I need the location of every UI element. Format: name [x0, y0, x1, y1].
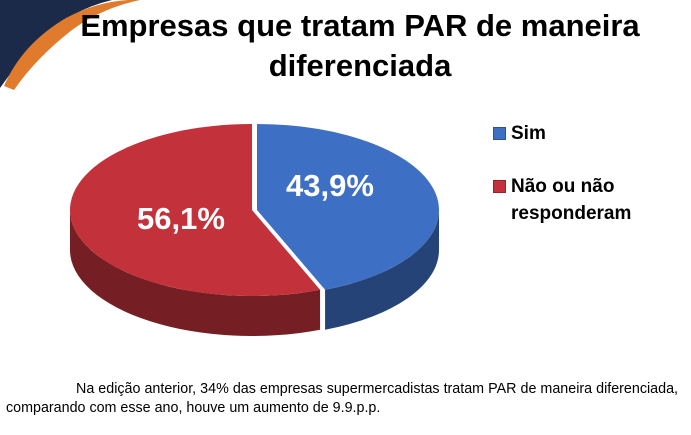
pie-slice-0 — [257, 124, 440, 290]
legend-item-sim: Sim — [493, 120, 683, 147]
chart-title-line-2: diferenciada — [268, 48, 452, 83]
chart-legend: Sim Não ou não responderam — [493, 120, 683, 253]
legend-swatch-sim — [493, 127, 506, 140]
legend-label-nao-line-1: Não ou não — [511, 176, 615, 197]
legend-item-nao: Não ou não responderam — [493, 173, 683, 227]
legend-label-sim: Sim — [511, 123, 546, 144]
pie-slice-1 — [70, 124, 321, 296]
chart-title-line-1: Empresas que tratam PAR de maneira — [80, 8, 640, 43]
legend-swatch-nao — [493, 180, 506, 193]
pie-data-label-0: 43,9% — [286, 168, 374, 203]
chart-title: Empresas que tratam PAR de maneira difer… — [40, 6, 680, 86]
legend-label-nao-line-2: responderam — [511, 203, 632, 224]
corner-orange-swoosh — [4, 0, 140, 90]
pie-data-label-1: 56,1% — [137, 201, 225, 236]
footnote-text: Na edição anterior, 34% das empresas sup… — [6, 381, 678, 416]
pie-side-1 — [70, 210, 321, 337]
corner-decoration — [0, 0, 140, 90]
corner-navy-shape — [0, 0, 112, 88]
pie-side-0 — [325, 210, 439, 330]
